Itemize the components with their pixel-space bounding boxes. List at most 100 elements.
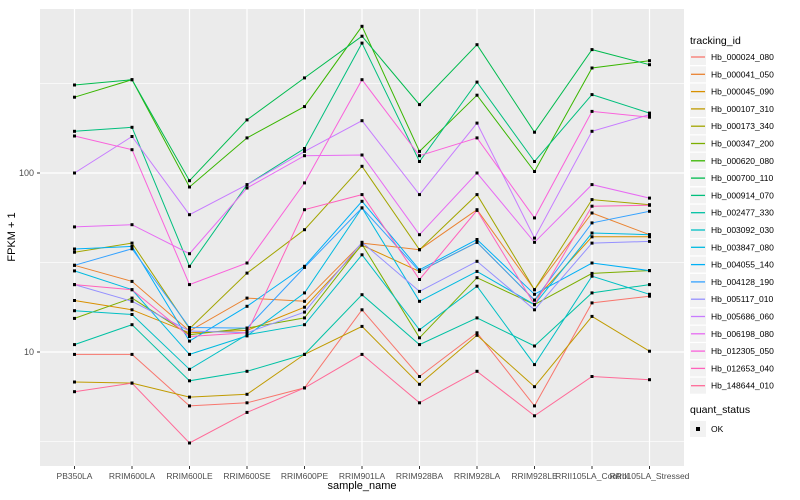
legend-entry-label: Hb_000914_070 (711, 190, 774, 200)
x-tick-label: PB350LA (57, 471, 93, 481)
data-point (590, 183, 594, 187)
data-point (590, 301, 594, 305)
data-point (303, 291, 306, 295)
data-point (475, 259, 479, 263)
data-point (590, 271, 594, 275)
data-point (590, 204, 594, 208)
data-point (418, 233, 421, 237)
data-point (648, 294, 651, 298)
x-tick-label: RRIM928LE (511, 471, 558, 481)
data-point (475, 121, 479, 125)
data-point (648, 349, 651, 353)
legend-entry-label: Hb_003847_080 (711, 242, 774, 252)
x-tick-label: RRII105LA_Control (555, 471, 629, 481)
legend-entry-label: Hb_000041_050 (711, 69, 774, 79)
data-point (303, 323, 306, 327)
data-point (360, 206, 364, 210)
data-point (245, 296, 249, 300)
data-point (73, 269, 76, 273)
data-point (648, 196, 651, 200)
data-point (188, 404, 191, 408)
data-point (303, 147, 306, 150)
legend-entry-label: OK (711, 424, 724, 434)
data-point (533, 160, 536, 163)
data-point (475, 43, 479, 47)
data-point (533, 292, 536, 296)
data-point (648, 235, 651, 239)
legend-entry-label: Hb_005117_010 (711, 294, 774, 304)
data-point (590, 274, 594, 278)
data-point (245, 369, 249, 373)
data-point (648, 63, 651, 67)
data-point (418, 382, 421, 386)
x-tick-label: RRIM600LE (166, 471, 213, 481)
legend-entry-label: Hb_000620_080 (711, 156, 774, 166)
x-tick-label: RRIM600PE (281, 471, 329, 481)
data-point (303, 265, 306, 269)
data-point (475, 331, 479, 335)
data-point (475, 284, 479, 288)
data-point (188, 379, 191, 383)
data-point (73, 171, 76, 175)
data-point (533, 216, 536, 220)
data-point (418, 289, 421, 293)
data-point (360, 153, 364, 157)
data-point (188, 352, 191, 356)
data-point (188, 367, 191, 371)
data-point (360, 240, 364, 244)
data-point (418, 299, 421, 303)
data-point (73, 250, 76, 254)
data-point (245, 136, 249, 140)
data-point (245, 401, 249, 405)
data-point (533, 298, 536, 302)
data-point (418, 160, 421, 163)
legend-entry-label: Hb_002477_330 (711, 208, 774, 218)
legend-entry-label: Hb_006198_080 (711, 329, 774, 339)
data-point (130, 279, 134, 283)
data-point (418, 343, 421, 347)
data-point (418, 401, 421, 405)
data-point (418, 248, 421, 252)
data-point (475, 333, 479, 337)
data-point (130, 352, 134, 356)
data-point (130, 241, 134, 245)
data-point (303, 228, 306, 232)
data-point (418, 375, 421, 378)
data-point (130, 381, 134, 385)
data-point (533, 130, 536, 134)
data-point (533, 344, 536, 348)
data-point (245, 183, 249, 187)
data-point (188, 395, 191, 399)
y-tick-label: 10 (24, 347, 34, 357)
data-point (130, 247, 134, 251)
data-point (73, 225, 76, 229)
data-point (590, 314, 594, 318)
data-point (130, 313, 134, 316)
data-point (73, 263, 76, 267)
data-point (475, 171, 479, 175)
data-point (360, 78, 364, 82)
data-point (360, 324, 364, 328)
data-point (533, 170, 536, 173)
data-point (418, 154, 421, 158)
data-point (73, 343, 76, 347)
data-point (73, 129, 76, 133)
legend-entry-label: Hb_004128_190 (711, 277, 774, 287)
data-point (533, 414, 536, 418)
data-point (590, 241, 594, 245)
data-point (73, 247, 76, 251)
data-point (360, 164, 364, 168)
data-point (303, 154, 306, 158)
data-point (245, 392, 249, 396)
data-point (245, 326, 249, 330)
data-point (188, 179, 191, 183)
data-point (130, 244, 134, 248)
data-point (360, 253, 364, 257)
data-point (360, 34, 364, 38)
x-axis-title: sample_name (327, 480, 396, 492)
data-point (73, 309, 76, 313)
data-point (303, 76, 306, 80)
data-point (648, 269, 651, 273)
data-point (475, 208, 479, 212)
data-point (245, 261, 249, 265)
